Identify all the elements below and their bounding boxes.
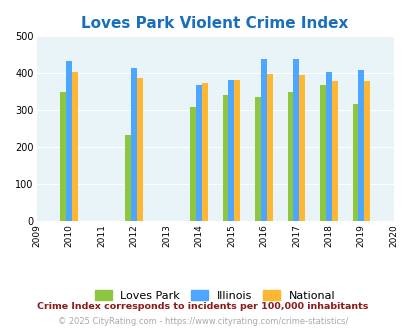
Text: Crime Index corresponds to incidents per 100,000 inhabitants: Crime Index corresponds to incidents per…	[37, 302, 368, 311]
Bar	[228, 80, 234, 221]
Bar	[358, 70, 363, 221]
Bar	[319, 85, 325, 221]
Bar	[136, 78, 143, 221]
Bar	[287, 92, 293, 221]
Bar	[60, 92, 66, 221]
Bar	[66, 61, 72, 221]
Bar	[201, 82, 207, 221]
Text: © 2025 CityRating.com - https://www.cityrating.com/crime-statistics/: © 2025 CityRating.com - https://www.city…	[58, 317, 347, 326]
Bar	[131, 68, 136, 221]
Bar	[363, 81, 369, 221]
Bar	[331, 81, 337, 221]
Bar	[190, 107, 196, 221]
Bar	[293, 59, 298, 221]
Bar	[125, 135, 131, 221]
Bar	[72, 72, 78, 221]
Legend: Loves Park, Illinois, National: Loves Park, Illinois, National	[90, 286, 339, 306]
Bar	[222, 95, 228, 221]
Bar	[352, 104, 358, 221]
Bar	[196, 85, 201, 221]
Bar	[260, 59, 266, 221]
Bar	[254, 97, 260, 221]
Title: Loves Park Violent Crime Index: Loves Park Violent Crime Index	[81, 16, 348, 31]
Bar	[325, 72, 331, 221]
Bar	[266, 74, 272, 221]
Bar	[298, 76, 305, 221]
Bar	[234, 80, 240, 221]
